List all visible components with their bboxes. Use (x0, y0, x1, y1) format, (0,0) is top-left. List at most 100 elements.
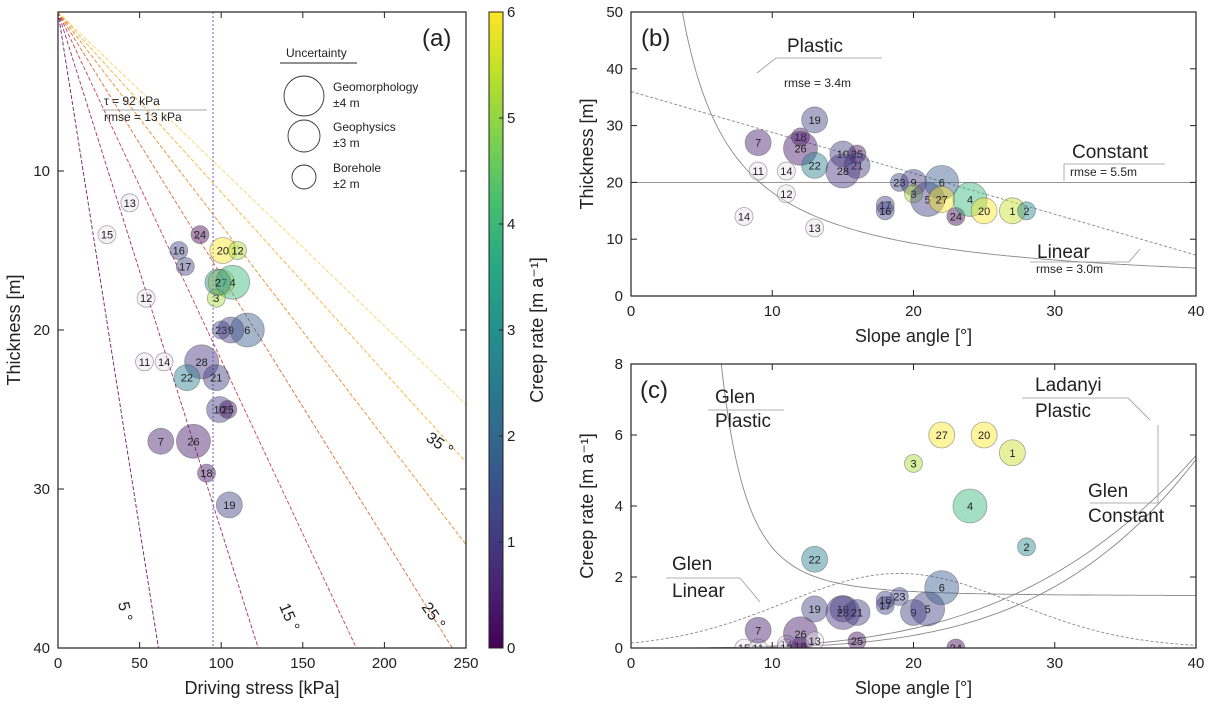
x-tick-label: 30 (1046, 303, 1063, 320)
x-tick-label: 200 (372, 655, 397, 672)
data-point-label: 7 (755, 625, 761, 637)
colorbar-tick-label: 5 (507, 110, 515, 127)
data-point: 7 (147, 427, 175, 455)
legend-label: Geophysics (333, 120, 396, 134)
leader-glen-constant (1090, 425, 1159, 504)
legend-label: Borehole (333, 161, 381, 175)
data-point-marker (215, 491, 243, 519)
data-point-marker (135, 352, 154, 372)
y-axis-label: Thickness [m] (577, 98, 597, 209)
data-point-marker (228, 241, 247, 260)
data-point-label: 18 (200, 468, 212, 480)
data-point-label: 13 (809, 223, 821, 235)
x-tick-label: 0 (627, 655, 635, 672)
data-point-marker (924, 570, 960, 606)
data-point-marker (904, 184, 923, 204)
curve-label: Plastic (1035, 401, 1091, 422)
x-tick-label: 20 (905, 655, 922, 672)
data-point-marker (1017, 537, 1036, 557)
data-point-label: 24 (194, 230, 206, 242)
y-tick-label: 6 (615, 427, 623, 444)
legend-marker (291, 164, 317, 190)
data-point-label: 2 (1023, 206, 1029, 218)
data-point: 18 (197, 463, 216, 483)
data-point: 28 (825, 595, 861, 630)
data-point-label: 22 (181, 373, 193, 385)
data-point-label: 15 (101, 230, 113, 242)
data-point-label: 21 (851, 608, 863, 620)
data-point-label: 10 (213, 405, 225, 417)
data-point-marker (744, 129, 772, 157)
data-point-label: 12 (231, 246, 243, 258)
slope-label: 35 ° (423, 429, 456, 459)
leader-glen-linear (666, 577, 761, 603)
data-point-marker (889, 172, 909, 192)
fit-rmse-label: rmse = 13 kPa (104, 110, 182, 124)
curve-rmse-label: rmse = 5.5m (1070, 165, 1137, 179)
data-point-label: 11 (752, 166, 763, 178)
data-point-marker (952, 182, 988, 217)
data-point-label: 4 (967, 501, 973, 513)
data-point: 21 (202, 364, 230, 392)
data-point-marker (209, 237, 237, 264)
data-point-label: 16 (879, 595, 891, 607)
x-tick-label: 50 (131, 655, 148, 672)
data-point-label: 17 (179, 261, 191, 273)
x-tick-label: 20 (905, 303, 922, 320)
leader-ladanyi-plastic (1022, 397, 1151, 421)
data-point-label: 19 (809, 115, 821, 127)
data-point-label: 20 (217, 246, 229, 258)
data-point-marker (998, 197, 1026, 225)
data-point: 28 (184, 344, 220, 380)
data-point: 13 (805, 631, 825, 648)
data-point-label: 26 (794, 143, 806, 155)
curve-plastic (681, 12, 1196, 269)
y-tick-label: 30 (606, 118, 623, 135)
legend-sub-label: ±4 m (333, 96, 360, 110)
curve-label: Linear (672, 581, 725, 602)
data-point-label: 17 (879, 600, 891, 612)
data-point-label: 12 (780, 189, 792, 201)
data-point-label: 1 (1009, 448, 1015, 460)
curve-label: Constant (1088, 506, 1165, 527)
data-point-marker (875, 201, 895, 221)
data-point-marker (801, 106, 829, 134)
data-point-marker (136, 288, 156, 308)
data-point-label: 20 (978, 430, 990, 442)
data-point-label: 6 (939, 583, 945, 595)
data-point-marker (801, 595, 829, 623)
data-point: 15 (97, 225, 117, 245)
data-point: 17 (875, 195, 895, 215)
data-point: 16 (875, 590, 895, 610)
data-point-label: 3 (910, 189, 916, 201)
data-point-marker (998, 439, 1026, 467)
data-point: 26 (783, 616, 818, 648)
data-point: 14 (734, 207, 754, 226)
data-point-marker (952, 488, 988, 524)
x-tick-label: 10 (764, 655, 781, 672)
x-tick-label: 0 (54, 655, 62, 672)
data-point: 19 (801, 106, 829, 134)
curve-label: Ladanyi (1035, 375, 1102, 396)
x-tick-label: 250 (453, 655, 478, 672)
data-point-label: 24 (950, 211, 962, 223)
data-point: 22 (801, 151, 829, 179)
data-point: 4 (952, 182, 988, 217)
x-tick-label: 40 (1188, 655, 1205, 672)
data-point: 13 (120, 193, 140, 213)
data-point-label: 3 (910, 458, 916, 470)
data-point-label: 24 (950, 643, 962, 655)
fit-label: τ = 92 kPa (104, 94, 160, 108)
data-point: 1 (998, 439, 1026, 467)
data-point-label: 16 (879, 206, 891, 218)
slope-line (58, 12, 466, 463)
data-point: 24 (190, 225, 210, 245)
data-point-marker (748, 161, 768, 181)
data-point-label: 20 (978, 206, 990, 218)
colorbar-tick-label: 1 (507, 534, 515, 551)
data-point-label: 22 (809, 554, 821, 566)
slope-line (58, 12, 159, 648)
